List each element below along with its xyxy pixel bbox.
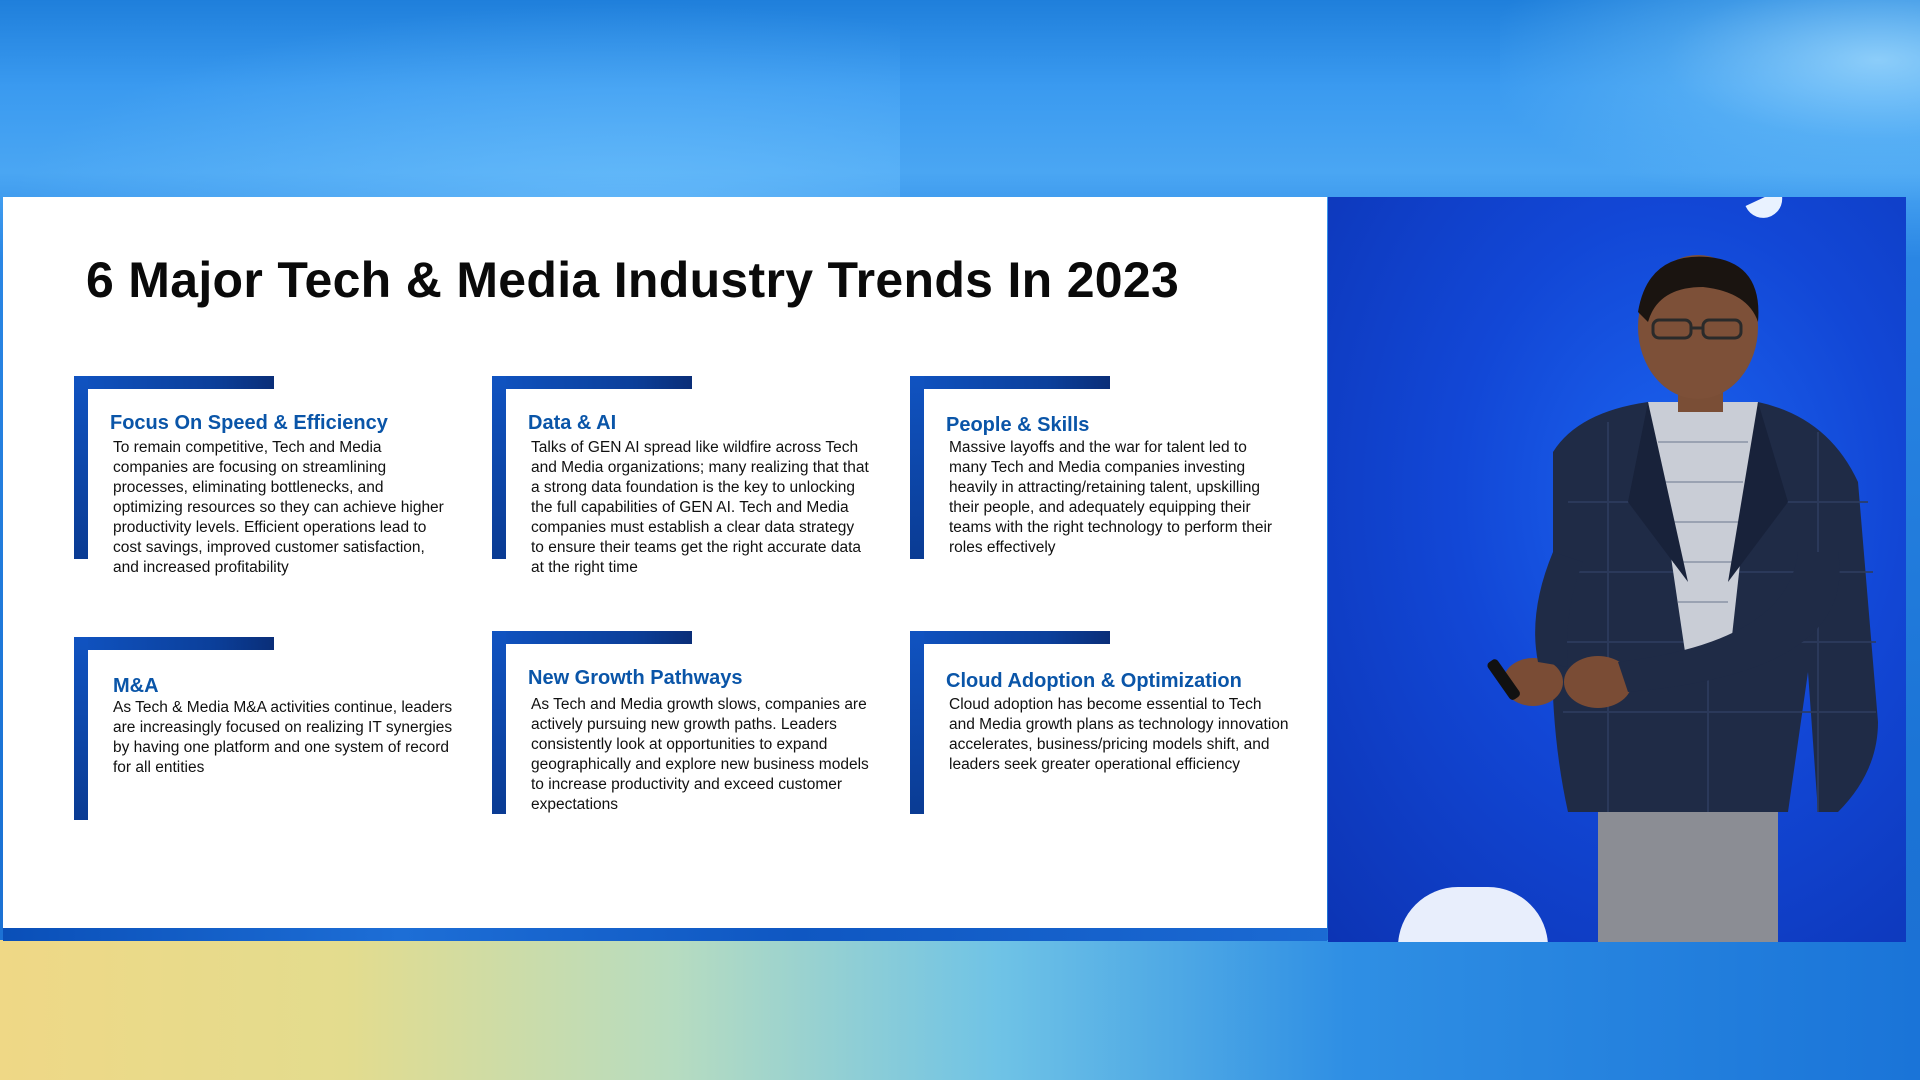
card-body: Massive layoffs and the war for talent l… xyxy=(949,439,1273,556)
card-bracket-top xyxy=(492,376,692,389)
card-bracket-left xyxy=(910,376,924,559)
slide-bottom-bar xyxy=(3,928,1327,941)
card-bracket-left xyxy=(74,376,88,559)
presentation-clicker xyxy=(1487,659,1520,700)
trend-card-data-ai: Data & AI Talks of GEN AI spread like wi… xyxy=(492,376,892,596)
background-glow-right xyxy=(1500,0,1920,200)
slide-title: 6 Major Tech & Media Industry Trends In … xyxy=(86,252,1180,308)
speaker-shirt xyxy=(1648,402,1758,672)
card-title: M&A xyxy=(113,675,159,697)
trend-card-new-growth-pathways: New Growth Pathways As Tech and Media gr… xyxy=(492,631,892,851)
card-body: Talks of GEN AI spread like wildfire acr… xyxy=(531,439,869,576)
trend-card-people-skills: People & Skills Massive layoffs and the … xyxy=(910,376,1310,596)
card-bracket-top xyxy=(492,631,692,644)
card-title: New Growth Pathways xyxy=(528,667,743,689)
card-bracket-left xyxy=(910,631,924,814)
speaker-hair xyxy=(1638,256,1759,322)
card-bracket-left xyxy=(492,631,506,814)
speaker-video-panel xyxy=(1328,197,1906,942)
speaker-hand-right xyxy=(1564,656,1632,708)
card-title: Cloud Adoption & Optimization xyxy=(946,670,1242,692)
speaker-glasses xyxy=(1651,318,1743,340)
card-bracket-top xyxy=(74,637,274,650)
card-bracket-left xyxy=(74,637,88,820)
presentation-slide: 6 Major Tech & Media Industry Trends In … xyxy=(3,197,1327,941)
speaker-trousers xyxy=(1598,792,1778,942)
background-gradient-band xyxy=(0,940,1920,1080)
trend-card-cloud-adoption: Cloud Adoption & Optimization Cloud adop… xyxy=(910,631,1310,851)
card-bracket-top xyxy=(910,376,1110,389)
card-title: People & Skills xyxy=(946,414,1090,436)
card-bracket-top xyxy=(910,631,1110,644)
card-body: Cloud adoption has become essential to T… xyxy=(949,696,1289,773)
trend-card-speed-efficiency: Focus On Speed & Efficiency To remain co… xyxy=(74,376,474,596)
background-glow-left xyxy=(0,0,900,200)
card-title: Focus On Speed & Efficiency xyxy=(110,412,388,434)
card-title: Data & AI xyxy=(528,412,617,434)
card-bracket-left xyxy=(492,376,506,559)
card-body: As Tech and Media growth slows, companie… xyxy=(531,696,869,813)
card-body: As Tech & Media M&A activities continue,… xyxy=(113,699,453,776)
trend-card-m-and-a: M&A As Tech & Media M&A activities conti… xyxy=(74,637,474,857)
speaker-figure xyxy=(1487,255,1878,942)
card-bracket-top xyxy=(74,376,274,389)
card-body: To remain competitive, Tech and Media co… xyxy=(113,439,444,576)
logo-fragment xyxy=(1745,197,1789,225)
